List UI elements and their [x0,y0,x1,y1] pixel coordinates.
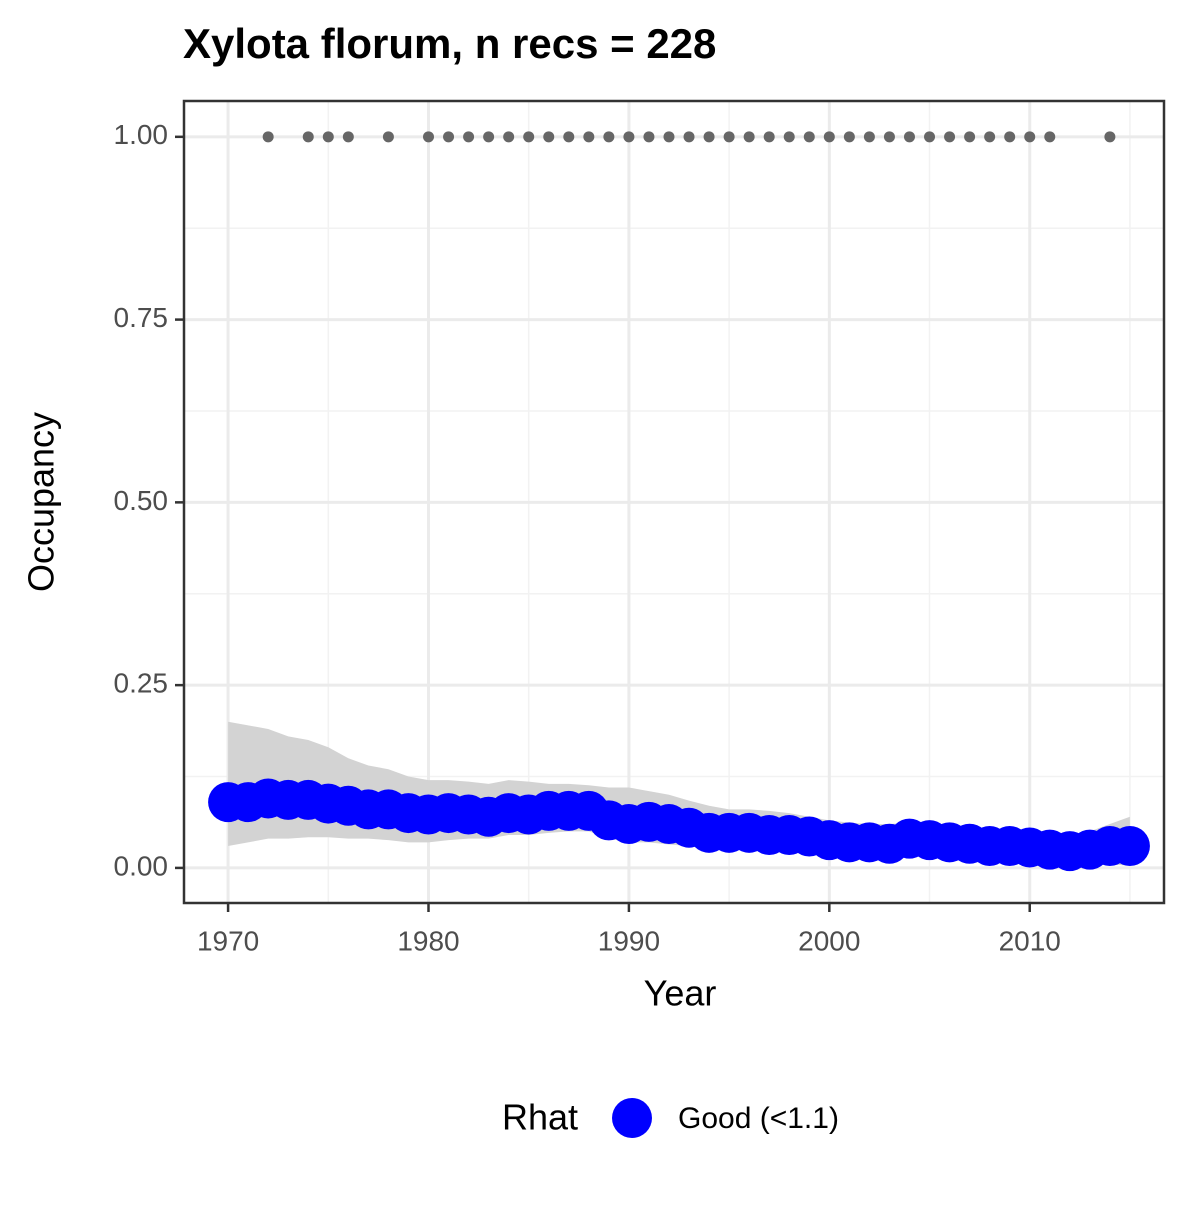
x-tick-label: 1970 [197,925,259,956]
record-point [663,131,675,143]
y-tick-label: 0.00 [114,850,169,881]
record-point [984,131,996,143]
record-point [763,131,775,143]
record-point [1004,131,1016,143]
record-point [743,131,755,143]
record-point [924,131,936,143]
occupancy-point [1109,825,1150,866]
record-point [503,131,515,143]
record-point [443,131,455,143]
record-point [463,131,475,143]
record-point [683,131,695,143]
record-point [1044,131,1056,143]
record-point [703,131,715,143]
record-point [422,131,434,143]
y-tick-label: 0.25 [114,668,169,699]
x-tick-label: 2000 [798,925,860,956]
record-point [342,131,354,143]
record-point [863,131,875,143]
record-point [843,131,855,143]
record-point [543,131,555,143]
x-tick-label: 2010 [999,925,1061,956]
record-point [903,131,915,143]
chart-title: Xylota florum, n recs = 228 [183,20,716,67]
record-point [803,131,815,143]
x-axis-title: Year [644,973,717,1014]
record-point [944,131,956,143]
record-point [302,131,314,143]
record-point [723,131,735,143]
record-point [783,131,795,143]
record-point [1104,131,1116,143]
record-point [964,131,976,143]
record-point [883,131,895,143]
record-point [262,131,274,143]
record-point [643,131,655,143]
x-tick-label: 1980 [397,925,459,956]
record-point [523,131,535,143]
record-point [823,131,835,143]
record-point [382,131,394,143]
legend-key [612,1098,652,1138]
record-point [322,131,334,143]
y-tick-label: 0.75 [114,302,169,333]
record-point [603,131,615,143]
record-point [563,131,575,143]
record-point [583,131,595,143]
record-point [1024,131,1036,143]
y-tick-label: 1.00 [114,119,169,150]
legend-title: Rhat [502,1097,578,1138]
record-point [483,131,495,143]
legend-label: Good (<1.1) [678,1102,839,1135]
y-tick-label: 0.50 [114,485,169,516]
y-axis-title: Occupancy [21,412,62,592]
x-tick-label: 1990 [598,925,660,956]
record-point [623,131,635,143]
